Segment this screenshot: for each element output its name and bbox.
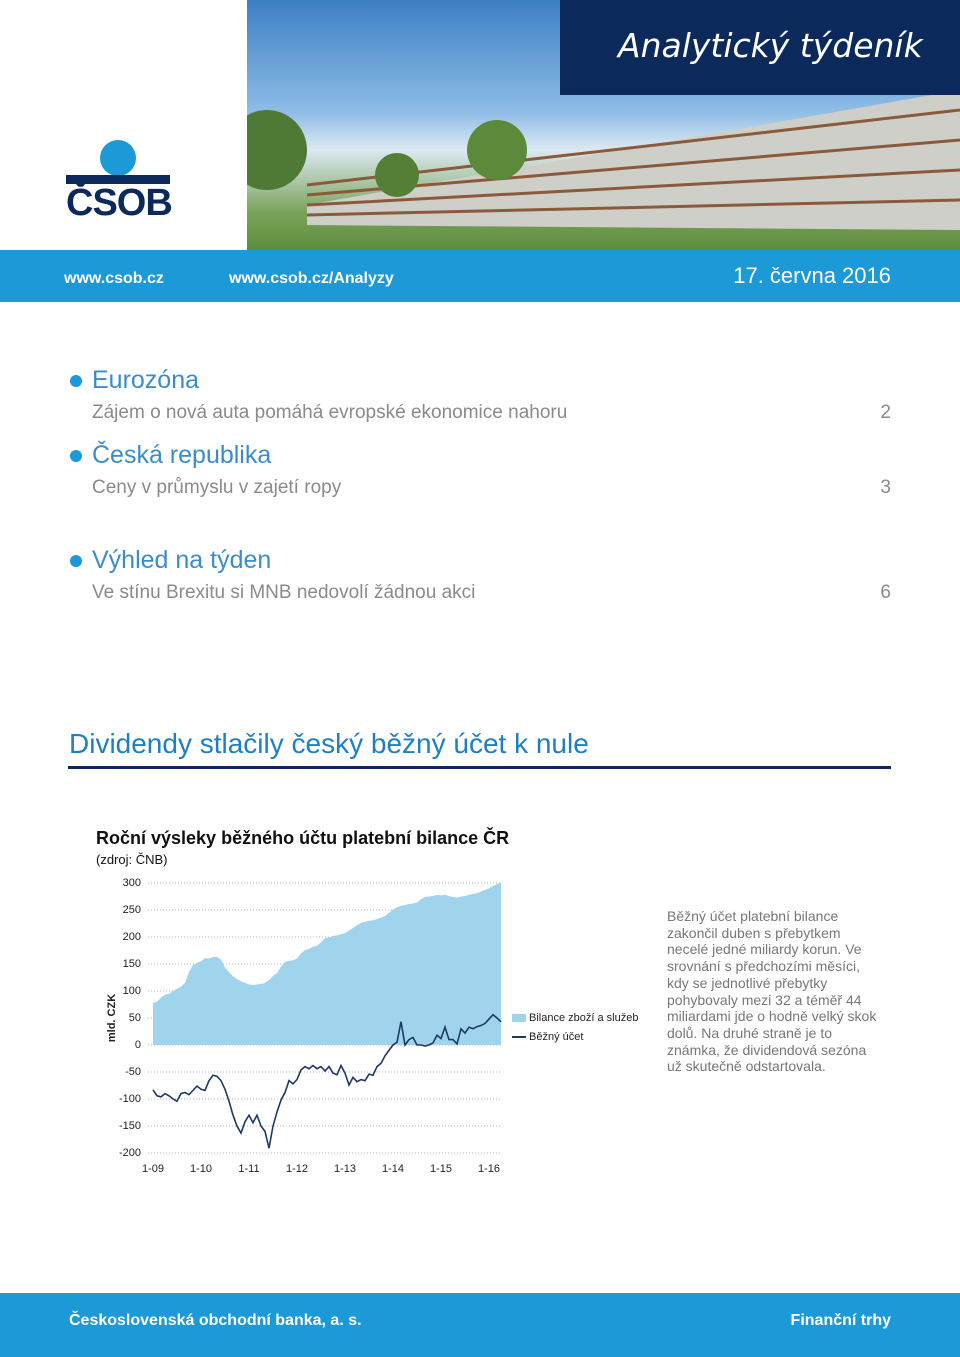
photo-drawing (247, 90, 960, 230)
toc-subtitle: Ceny v průmyslu v zajetí ropy (92, 477, 342, 498)
x-tick-label: 1-15 (430, 1163, 452, 1175)
legend-label: Běžný účet (529, 1031, 583, 1043)
x-tick-label: 1-14 (382, 1163, 404, 1175)
link[interactable]: www.csob.cz (64, 270, 164, 287)
logo: ČSOB (66, 140, 173, 230)
toc-heading: Česká republika (92, 441, 272, 469)
logo-text: ČSOB (66, 182, 173, 224)
y-tick-label: 300 (123, 877, 141, 889)
legend-swatch (512, 1014, 526, 1022)
toc-page: 3 (880, 477, 891, 498)
y-tick-label: 150 (123, 958, 141, 970)
article-text: Běžný účet platební bilance zakončil dub… (667, 908, 877, 1075)
y-axis-label: mld. CZK (106, 994, 118, 1042)
y-tick-label: -100 (119, 1093, 141, 1105)
link[interactable]: www.csob.cz/Analyzy (229, 270, 394, 287)
footer-right: Finanční trhy (790, 1312, 891, 1329)
bullet (70, 555, 82, 567)
chart: mld. CZK -200 -150 -100 -50 0 50 100 150 200 250 3… (106, 877, 639, 1175)
chart-subtitle: (zdroj: ČNB) (96, 852, 168, 867)
y-tick-label: 250 (123, 904, 141, 916)
toc-heading: Eurozóna (92, 366, 200, 394)
chart-title: Roční výsleky běžného účtu platební bila… (96, 828, 510, 848)
x-tick-label: 1-13 (334, 1163, 356, 1175)
area (153, 883, 501, 1045)
title-box: Analytický týdeník (560, 0, 960, 95)
toc-page: 2 (880, 402, 891, 423)
x-tick-label: 1-16 (478, 1163, 500, 1175)
footer-left: Československá obchodní banka, a. s. (69, 1312, 362, 1329)
y-tick-label: 50 (129, 1012, 141, 1024)
y-tick-label: 200 (123, 931, 141, 943)
publication-title: Analytický týdeník (618, 26, 923, 65)
x-tick-label: 1-10 (190, 1163, 212, 1175)
footer: Československá obchodní banka, a. s. Fin… (0, 1293, 960, 1357)
header-band: www.csob.cz www.csob.cz/Analyzy 17. červ… (0, 250, 960, 302)
x-tick-label: 1-09 (142, 1163, 164, 1175)
toc-subtitle: Ve stínu Brexitu si MNB nedovolí žádnou … (92, 582, 476, 603)
toc-heading: Výhled na týden (92, 546, 272, 574)
x-tick-label: 1-12 (286, 1163, 308, 1175)
toc-subtitle: Zájem o nová auta pomáhá evropské ekonom… (92, 402, 568, 423)
y-tick-label: 0 (135, 1039, 141, 1051)
date: 17. června 2016 (733, 263, 891, 288)
line (152, 1013, 502, 1149)
headline: Dividendy stlačily český běžný účet k nu… (69, 728, 589, 759)
y-tick-label: -150 (119, 1120, 141, 1132)
headline-rule (68, 766, 891, 769)
toc-page: 6 (880, 582, 891, 603)
x-tick-label: 1-11 (238, 1163, 259, 1175)
bullet (70, 450, 82, 462)
legend-label: Bilance zboží a služeb (529, 1012, 638, 1024)
y-tick-label: -200 (119, 1147, 141, 1159)
y-tick-label: -50 (125, 1066, 141, 1078)
y-tick-label: 100 (123, 985, 141, 997)
bullet (70, 375, 82, 387)
